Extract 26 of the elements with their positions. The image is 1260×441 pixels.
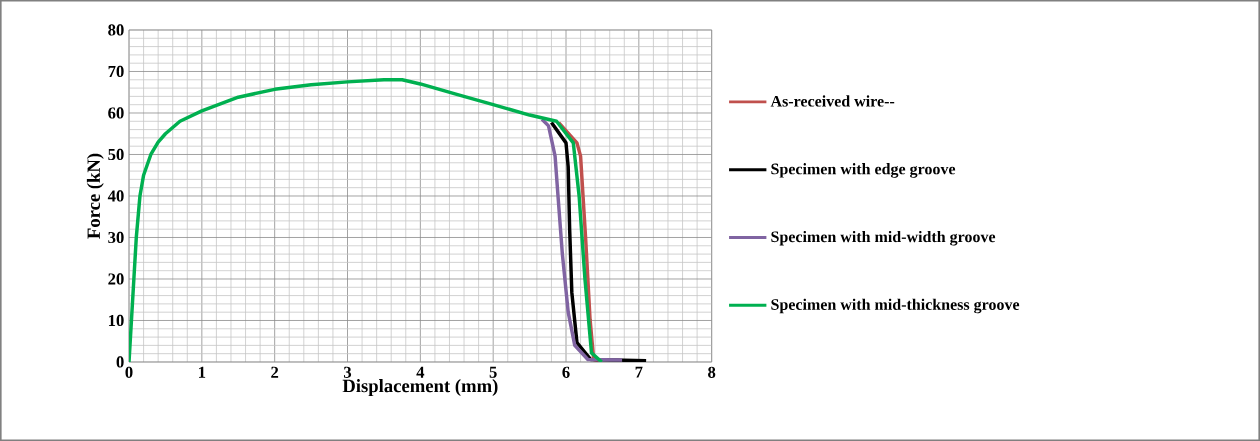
x-tick-label: 6 bbox=[562, 366, 570, 378]
y-tick-label: 60 bbox=[108, 107, 124, 119]
legend-label: Specimen with edge groove bbox=[771, 163, 956, 178]
line-series bbox=[129, 78, 604, 362]
line-series bbox=[540, 117, 624, 362]
x-tick-label: 3 bbox=[343, 366, 352, 378]
y-tick-label: 30 bbox=[108, 231, 124, 244]
y-tick-label: 10 bbox=[108, 314, 124, 327]
x-tick-label: 8 bbox=[708, 366, 716, 378]
x-axis-title: Displacement (mm) bbox=[342, 379, 498, 397]
x-tick-label: 0 bbox=[125, 366, 133, 378]
y-tick-label: 20 bbox=[108, 273, 124, 285]
y-tick-label: 70 bbox=[108, 65, 124, 78]
x-tick-label: 1 bbox=[199, 366, 206, 378]
legend-label: Specimen with mid-width groove bbox=[771, 230, 996, 246]
legend-label: Specimen with mid-thickness groove bbox=[771, 298, 1020, 314]
x-tick-label: 2 bbox=[271, 366, 279, 378]
x-tick-label: 4 bbox=[416, 366, 425, 378]
y-tick-label: 40 bbox=[107, 190, 124, 202]
x-tick-label: 7 bbox=[635, 366, 643, 378]
x-tick-label: 5 bbox=[489, 366, 497, 378]
y-axis-title: Force (kN) bbox=[86, 153, 104, 239]
y-tick-label: 50 bbox=[108, 148, 124, 161]
y-tick-label: 80 bbox=[108, 24, 124, 36]
y-tick-label: 0 bbox=[116, 356, 124, 368]
legend-label: As-received wire-- bbox=[770, 95, 895, 107]
